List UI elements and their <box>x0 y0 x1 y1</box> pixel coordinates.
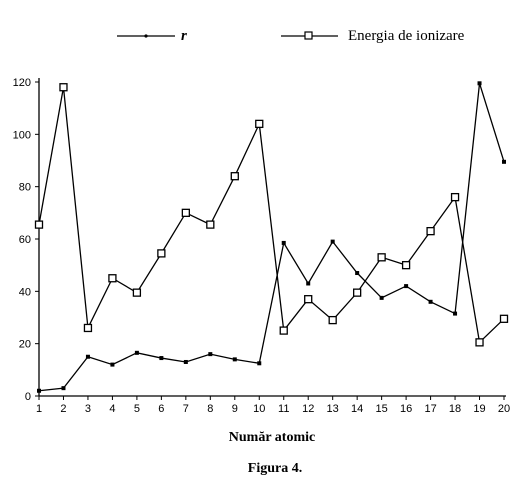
data-point-r <box>159 356 164 361</box>
legend: r Energia de ionizare <box>117 28 465 44</box>
y-tick-label: 100 <box>13 129 31 141</box>
x-tick-label: 17 <box>424 403 436 415</box>
data-point-energy <box>377 253 386 262</box>
data-point-r <box>37 388 41 393</box>
data-point-r <box>257 361 262 366</box>
x-tick-label: 5 <box>134 403 140 415</box>
data-point-energy <box>132 288 142 297</box>
x-tick-label: 4 <box>109 403 115 415</box>
x-tick-label: 3 <box>85 403 91 415</box>
data-point-energy <box>353 288 362 297</box>
y-tick-label: 0 <box>25 391 31 403</box>
data-point-energy <box>59 83 68 92</box>
legend-marker-energy <box>304 31 313 40</box>
data-point-r <box>379 295 384 300</box>
data-point-energy <box>255 119 264 129</box>
data-point-r <box>232 357 237 362</box>
legend-label-r: r <box>181 28 187 44</box>
data-point-r <box>404 284 409 289</box>
data-point-r <box>183 359 188 364</box>
y-tick-label: 80 <box>19 182 31 194</box>
data-point-energy <box>181 208 190 217</box>
data-point-r <box>85 354 90 359</box>
series-line-0 <box>38 83 505 392</box>
x-tick-label: 13 <box>327 403 339 415</box>
legend-entry-r: r <box>117 28 187 44</box>
data-point-r <box>428 299 433 304</box>
data-point-r <box>61 386 66 391</box>
x-tick-label: 19 <box>473 403 485 415</box>
x-tick-label: 2 <box>60 403 66 415</box>
series-markers <box>34 81 509 393</box>
x-tick-label: 18 <box>449 403 461 415</box>
data-point-energy <box>475 338 484 347</box>
x-tick-label: 14 <box>351 403 363 415</box>
x-tick-label: 6 <box>158 403 164 415</box>
data-point-r <box>110 362 115 367</box>
data-point-energy <box>499 314 509 323</box>
x-axis: 1 2 3 4 5 6 7 8 9 10 11 12 13 14 15 16 17 18 19 20 <box>36 395 510 415</box>
data-point-r <box>306 281 311 286</box>
data-point-energy <box>304 295 313 304</box>
x-tick-label: 12 <box>302 403 314 415</box>
data-point-energy <box>83 323 93 333</box>
data-point-energy <box>34 220 44 229</box>
x-tick-label: 10 <box>253 403 265 415</box>
data-point-r <box>477 81 482 86</box>
legend-label-energy: Energia de ionizare <box>348 28 465 44</box>
x-tick-label: 20 <box>498 403 510 415</box>
data-point-energy <box>328 315 337 325</box>
x-tick-label: 16 <box>400 403 412 415</box>
legend-marker-r <box>144 34 148 38</box>
legend-entry-energy: Energia de ionizare <box>281 28 465 44</box>
data-point-r <box>134 350 139 355</box>
y-axis: 0 20 40 60 80 100 120 <box>13 77 40 403</box>
data-point-energy <box>279 326 288 335</box>
data-point-r <box>208 352 213 357</box>
data-point-energy <box>426 226 435 236</box>
x-tick-label: 11 <box>278 403 289 415</box>
data-point-energy <box>206 220 215 229</box>
x-tick-label: 7 <box>183 403 189 415</box>
x-tick-label: 15 <box>376 403 388 415</box>
data-point-energy <box>450 192 460 202</box>
figure-caption: Figura 4. <box>248 461 302 476</box>
y-tick-label: 40 <box>19 286 31 298</box>
data-point-energy <box>108 274 117 283</box>
data-point-energy <box>401 261 411 270</box>
data-point-energy <box>230 172 239 181</box>
data-point-r <box>502 159 506 164</box>
y-tick-label: 20 <box>19 339 31 351</box>
data-point-r <box>330 239 335 244</box>
data-point-energy <box>157 249 166 258</box>
x-axis-title: Număr atomic <box>229 430 315 445</box>
y-tick-label: 120 <box>13 77 31 89</box>
data-point-r <box>355 271 360 276</box>
series-lines <box>38 83 505 392</box>
x-tick-label: 8 <box>207 403 213 415</box>
data-point-r <box>281 240 286 245</box>
y-tick-label: 60 <box>19 234 31 246</box>
data-point-r <box>453 311 458 316</box>
x-tick-label: 9 <box>232 403 238 415</box>
x-tick-label: 1 <box>36 403 42 415</box>
